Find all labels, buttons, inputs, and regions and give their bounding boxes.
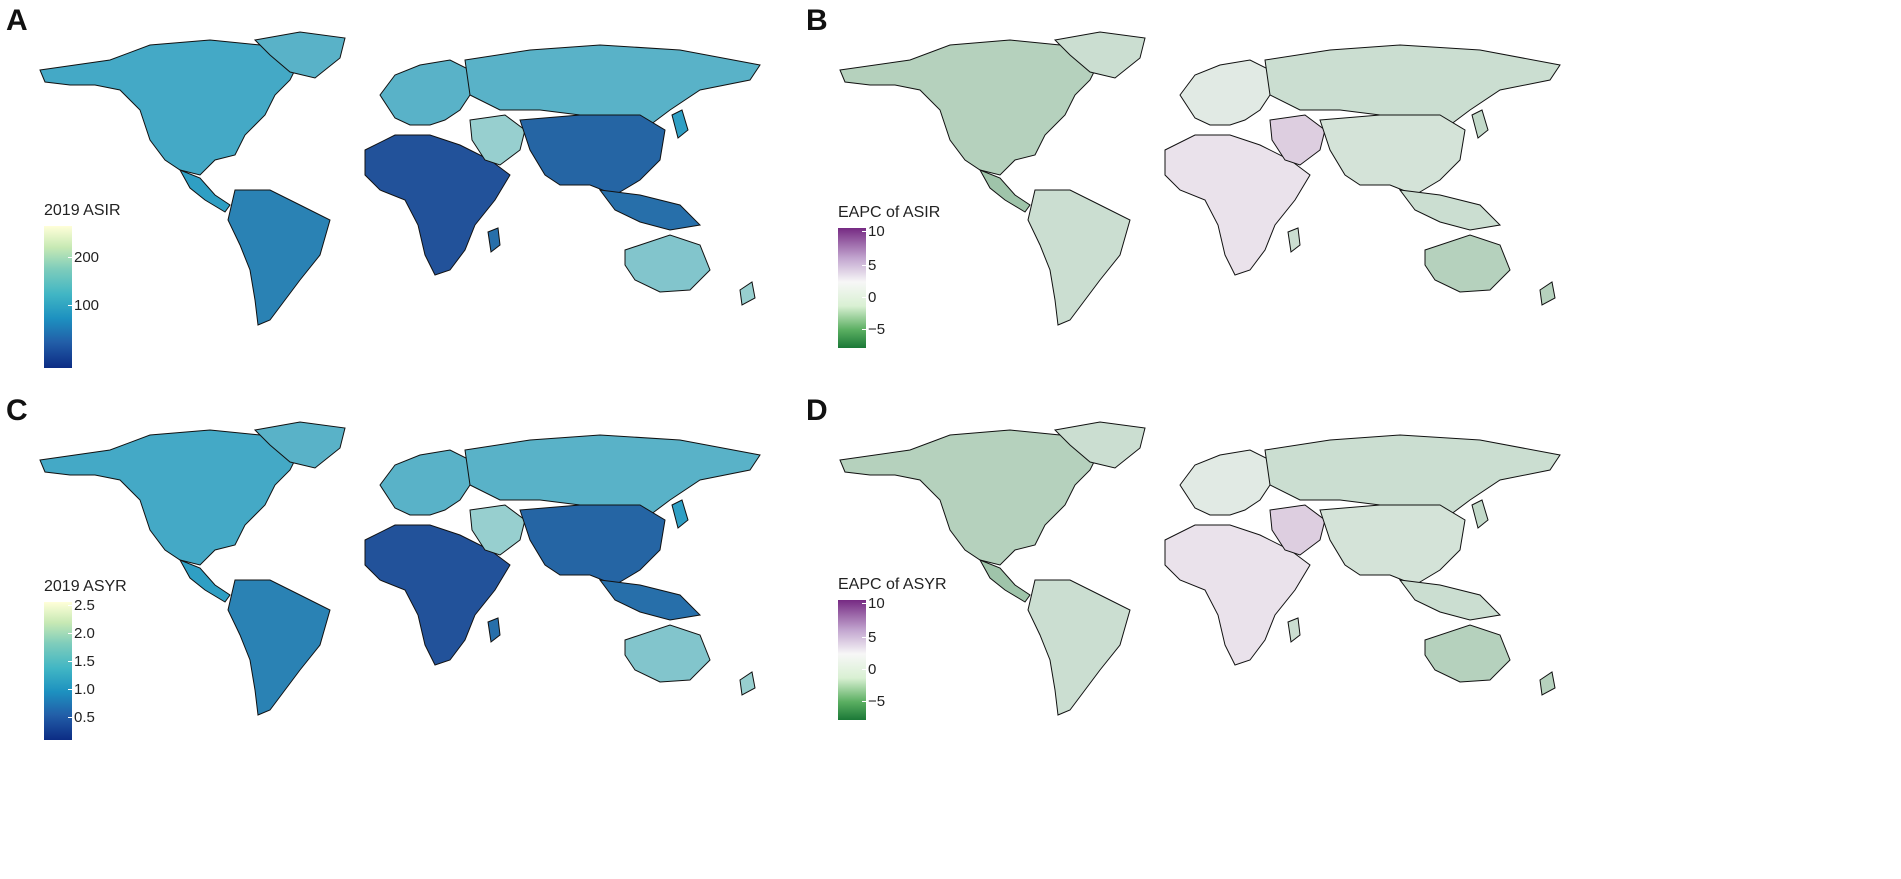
country-region-japan xyxy=(1471,499,1489,529)
world-map-eapc-asyr xyxy=(839,421,1561,716)
panel-d: D EAPC of ASYR 10 5 0 −5 xyxy=(800,390,1750,829)
legend-colorbar xyxy=(838,228,866,348)
country-region-africa xyxy=(1164,524,1311,666)
legend-tick: 5 xyxy=(861,257,877,274)
legend-tick: 2.0 xyxy=(68,625,95,642)
country-region-southeast-asia xyxy=(1398,579,1502,621)
country-region-new-zealand xyxy=(1539,281,1556,306)
country-region-madagascar xyxy=(1287,227,1301,253)
country-region-japan xyxy=(671,499,689,529)
country-region-south-america xyxy=(227,579,331,716)
country-region-madagascar xyxy=(487,227,501,253)
legend-tick: 0 xyxy=(861,289,877,306)
legend-colorbar xyxy=(44,602,72,740)
legend-tick: 10 xyxy=(862,595,885,612)
country-region-southeast-asia xyxy=(598,189,702,231)
legend-tick: −5 xyxy=(861,321,886,338)
world-map-asyr xyxy=(39,421,761,716)
country-region-russia-asia xyxy=(464,44,761,126)
world-map-eapc-asir xyxy=(839,31,1561,326)
country-region-australia xyxy=(1424,624,1511,683)
country-region-greenland xyxy=(253,421,346,469)
legend-tick: 2.5 xyxy=(68,597,95,614)
country-region-southeast-asia xyxy=(1398,189,1502,231)
legend-tick: 200 xyxy=(67,249,100,266)
country-region-north-america xyxy=(39,429,301,566)
country-region-australia xyxy=(624,234,711,293)
country-region-china-south-asia xyxy=(1319,504,1466,586)
legend-tick: 10 xyxy=(862,223,885,240)
country-region-new-zealand xyxy=(1539,671,1556,696)
country-region-africa xyxy=(1164,134,1311,276)
country-region-madagascar xyxy=(1287,617,1301,643)
legend-title: EAPC of ASYR xyxy=(838,576,947,593)
country-region-south-america xyxy=(1027,579,1131,716)
legend-tick: 100 xyxy=(67,297,100,314)
country-region-japan xyxy=(671,109,689,139)
country-region-greenland xyxy=(1053,421,1146,469)
country-region-russia-asia xyxy=(1264,44,1561,126)
country-region-europe xyxy=(1179,449,1271,516)
legend-tick: 0 xyxy=(861,661,877,678)
legend-title: EAPC of ASIR xyxy=(838,204,941,221)
country-region-middle-east xyxy=(1269,114,1326,166)
panel-b: B EAPC of ASIR 10 5 0 −5 xyxy=(800,0,1750,439)
country-region-south-america xyxy=(227,189,331,326)
country-region-south-america xyxy=(1027,189,1131,326)
legend-title: 2019 ASYR xyxy=(44,578,127,595)
country-region-japan xyxy=(1471,109,1489,139)
country-region-china-south-asia xyxy=(1319,114,1466,196)
country-region-russia-asia xyxy=(1264,434,1561,516)
country-region-central-america xyxy=(978,169,1031,213)
panel-letter-b: B xyxy=(806,4,828,37)
panel-a: A 2019 ASIR 200 100 xyxy=(0,0,950,439)
legend-colorbar xyxy=(838,600,866,720)
country-region-middle-east xyxy=(469,504,526,556)
country-region-middle-east xyxy=(469,114,526,166)
panel-letter-d: D xyxy=(806,394,828,427)
country-region-madagascar xyxy=(487,617,501,643)
country-region-australia xyxy=(624,624,711,683)
country-region-north-america xyxy=(839,39,1101,176)
country-region-greenland xyxy=(1053,31,1146,79)
country-region-africa xyxy=(364,524,511,666)
country-region-africa xyxy=(364,134,511,276)
legend-tick: 1.5 xyxy=(68,653,95,670)
legend-tick: 1.0 xyxy=(68,681,95,698)
country-region-australia xyxy=(1424,234,1511,293)
country-region-greenland xyxy=(253,31,346,79)
country-region-new-zealand xyxy=(739,671,756,696)
country-region-central-america xyxy=(178,169,231,213)
country-region-china-south-asia xyxy=(519,114,666,196)
country-region-central-america xyxy=(978,559,1031,603)
country-region-middle-east xyxy=(1269,504,1326,556)
world-map-asir xyxy=(39,31,761,326)
country-region-central-america xyxy=(178,559,231,603)
country-region-europe xyxy=(379,59,471,126)
legend-colorbar xyxy=(44,226,72,368)
country-region-north-america xyxy=(39,39,301,176)
country-region-north-america xyxy=(839,429,1101,566)
country-region-russia-asia xyxy=(464,434,761,516)
country-region-europe xyxy=(379,449,471,516)
country-region-china-south-asia xyxy=(519,504,666,586)
country-region-europe xyxy=(1179,59,1271,126)
legend-title: 2019 ASIR xyxy=(44,202,121,219)
country-region-southeast-asia xyxy=(598,579,702,621)
panel-letter-c: C xyxy=(6,394,28,427)
legend-tick: 5 xyxy=(861,629,877,646)
panel-letter-a: A xyxy=(6,4,28,37)
legend-tick: −5 xyxy=(861,693,886,710)
panel-c: C 2019 ASYR 2.5 2.0 1.5 1.0 0.5 xyxy=(0,390,950,829)
country-region-new-zealand xyxy=(739,281,756,306)
legend-tick: 0.5 xyxy=(68,709,95,726)
